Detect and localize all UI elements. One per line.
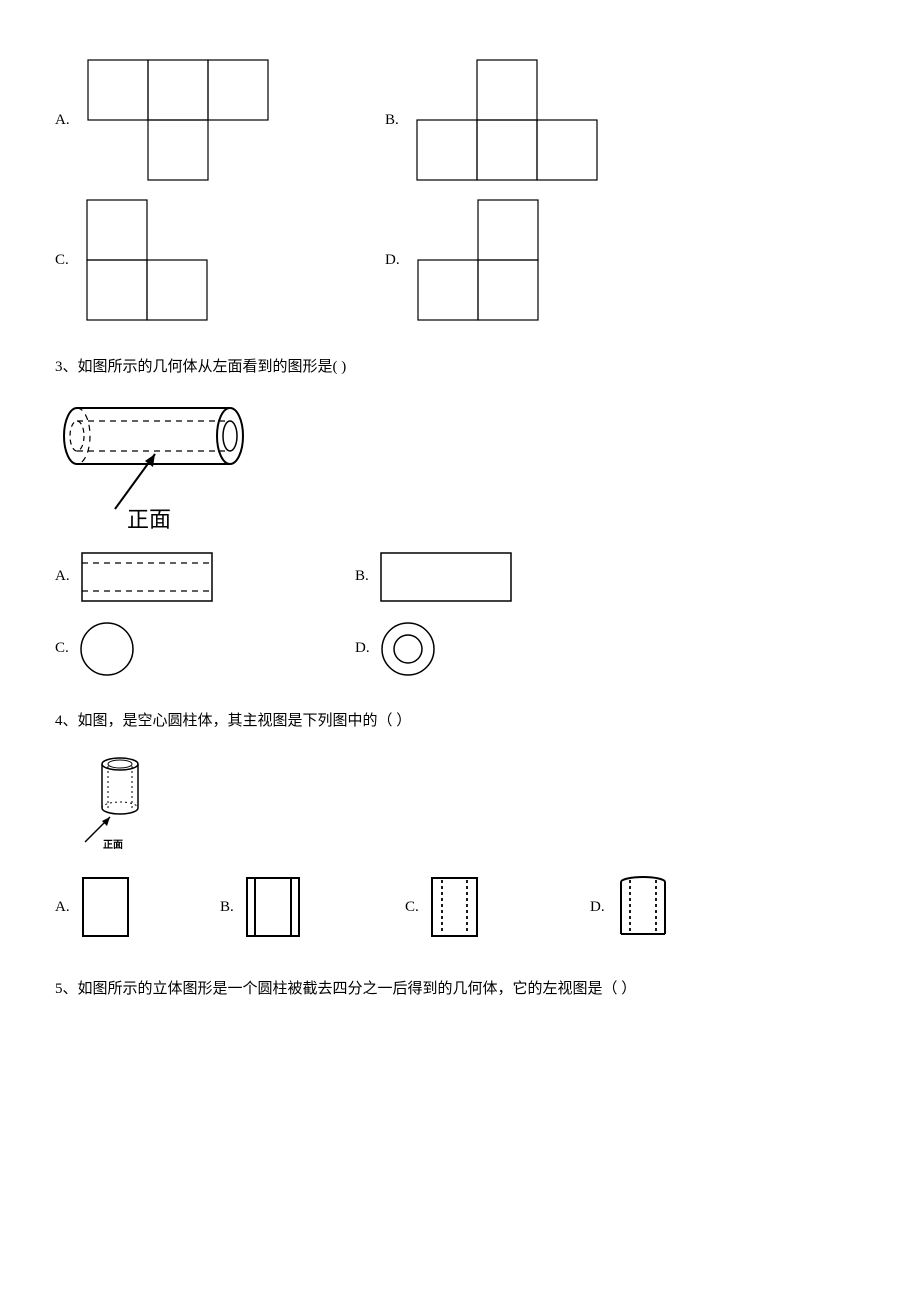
- q3-options-row2: C. D.: [55, 619, 865, 679]
- q3-option-d[interactable]: D.: [355, 619, 438, 679]
- q4-figure-c: [427, 874, 482, 940]
- option-label: C.: [405, 899, 419, 916]
- q2-figure-a: [78, 55, 278, 185]
- q3-figure-b: [377, 549, 517, 604]
- q4-option-b[interactable]: B.: [220, 874, 395, 940]
- q2-option-d[interactable]: D.: [385, 195, 548, 325]
- option-label: D.: [385, 252, 400, 269]
- option-label: B.: [220, 899, 234, 916]
- q5-text: 5、如图所示的立体图形是一个圆柱被截去四分之一后得到的几何体，它的左视图是（ ）: [55, 977, 865, 1003]
- q3-options-row1: A. B.: [55, 549, 865, 604]
- option-label: D.: [355, 640, 370, 657]
- q4-figure-a: [78, 874, 133, 940]
- q4-figure-b: [242, 874, 304, 940]
- option-label: D.: [590, 899, 605, 916]
- option-label: A.: [55, 568, 70, 585]
- option-label: C.: [55, 252, 69, 269]
- q3-figure-a: [78, 549, 218, 604]
- front-label-icon: 正面: [127, 507, 171, 529]
- q4-option-a[interactable]: A.: [55, 874, 210, 940]
- front-label-icon: 正面: [103, 839, 123, 851]
- q2-option-b[interactable]: B.: [385, 55, 607, 185]
- q2-figure-b: [407, 55, 607, 185]
- q3-figure-d: [378, 619, 438, 679]
- q4-option-d[interactable]: D.: [590, 872, 673, 942]
- q2-figure-d: [408, 195, 548, 325]
- q4-text: 4、如图，是空心圆柱体，其主视图是下列图中的（ ）: [55, 709, 865, 735]
- q4-figure: 正面: [75, 752, 865, 852]
- q4-figure-d: [613, 872, 673, 942]
- q2-figure-c: [77, 195, 217, 325]
- option-label: A.: [55, 899, 70, 916]
- q2-option-a[interactable]: A.: [55, 55, 375, 185]
- q2-options-row1: A. B.: [55, 55, 865, 185]
- q2-option-c[interactable]: C.: [55, 195, 375, 325]
- q3-option-c[interactable]: C.: [55, 619, 345, 679]
- option-label: A.: [55, 112, 70, 129]
- q3-figure-c: [77, 619, 137, 679]
- option-label: B.: [355, 568, 369, 585]
- q4-option-c[interactable]: C.: [405, 874, 580, 940]
- q3-option-a[interactable]: A.: [55, 549, 345, 604]
- option-label: C.: [55, 640, 69, 657]
- q4-options-row: A. B. C. D.: [55, 872, 865, 942]
- q2-options-row2: C. D.: [55, 195, 865, 325]
- option-label: B.: [385, 112, 399, 129]
- q3-figure: 正面: [55, 399, 865, 529]
- q3-option-b[interactable]: B.: [355, 549, 517, 604]
- q3-text: 3、如图所示的几何体从左面看到的图形是( ): [55, 355, 865, 381]
